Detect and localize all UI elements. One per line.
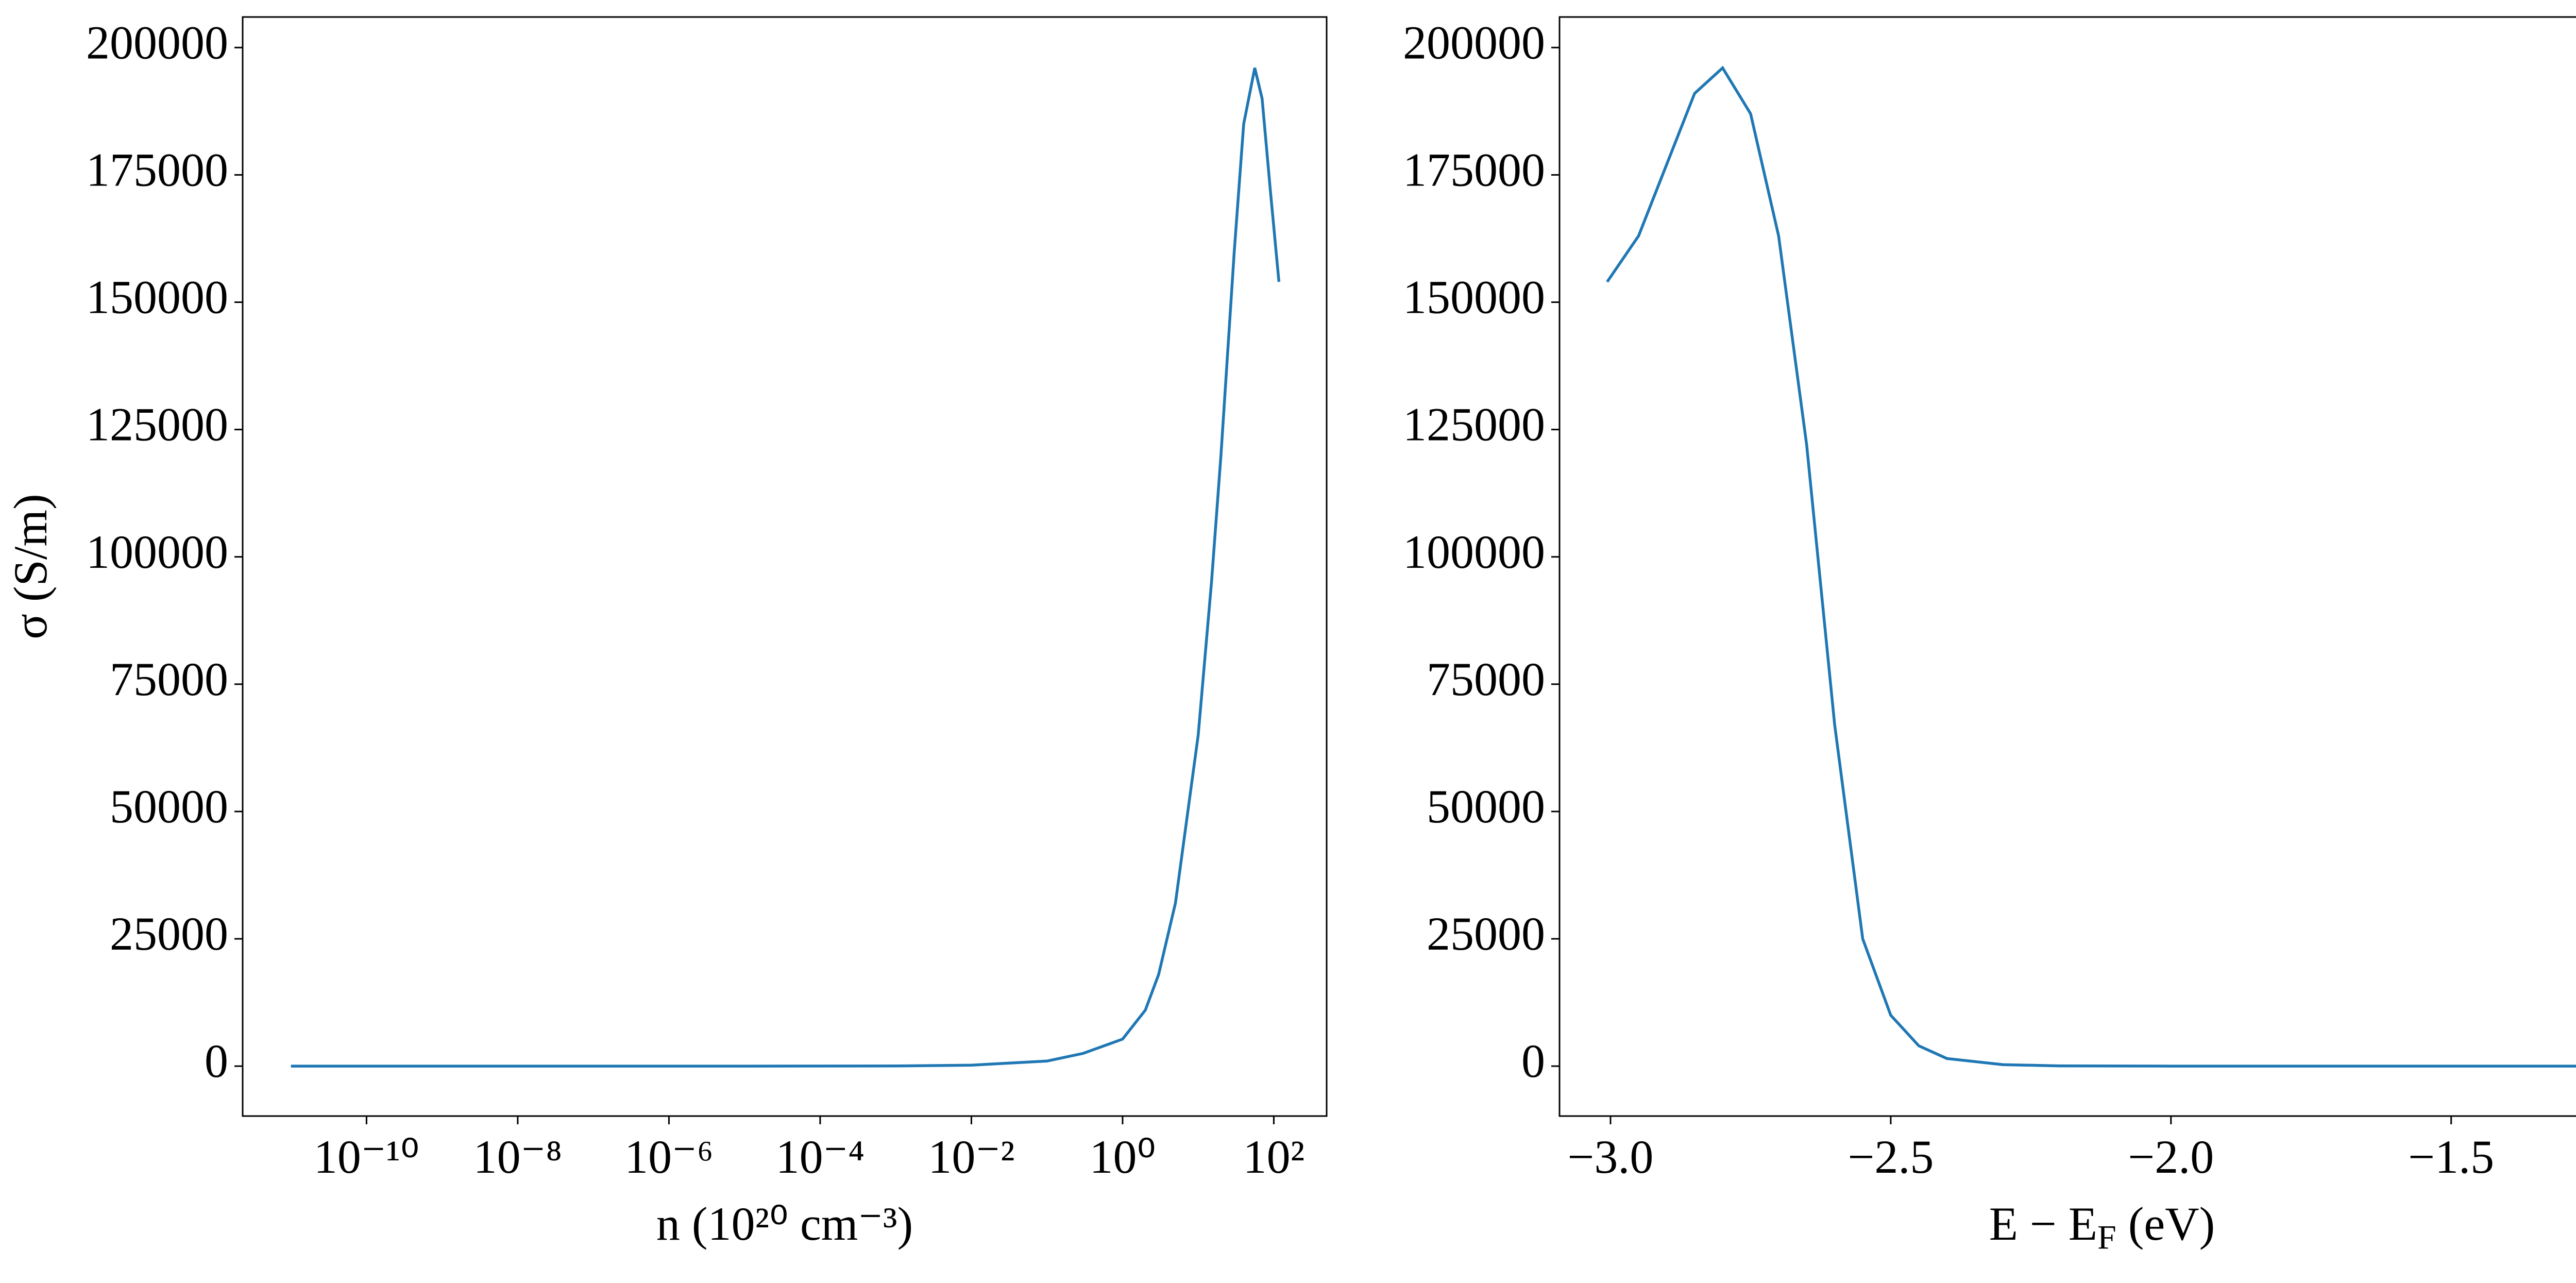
x-tick-label: 10⁻⁶ xyxy=(624,1130,714,1183)
x-axis-label-part: F xyxy=(2097,1219,2116,1256)
y-tick-label: 75000 xyxy=(1427,653,1545,705)
x-tick-label: 10⁻² xyxy=(928,1130,1014,1183)
y-tick-label: 125000 xyxy=(86,398,228,451)
x-tick-label: −3.0 xyxy=(1568,1130,1654,1183)
y-tick-label: 150000 xyxy=(86,271,228,324)
y-tick-label: 0 xyxy=(205,1035,228,1087)
y-tick-label: 50000 xyxy=(1427,780,1545,833)
y-axis-label: σ (S/m) xyxy=(4,494,57,639)
x-tick-label: 10⁰ xyxy=(1089,1130,1156,1183)
y-tick-label: 150000 xyxy=(1403,271,1545,324)
x-tick-label: 10⁻⁴ xyxy=(776,1130,865,1183)
x-tick-label: 10⁻⁸ xyxy=(473,1130,563,1183)
y-tick-label: 100000 xyxy=(86,526,228,578)
x-tick-label: −2.5 xyxy=(1848,1130,1934,1183)
y-tick-label: 125000 xyxy=(1403,398,1545,451)
y-tick-label: 100000 xyxy=(1403,526,1545,578)
y-tick-label: 175000 xyxy=(86,144,228,196)
x-axis-label: E − EF (eV) xyxy=(1989,1197,2215,1256)
plot: 0 25000 50000 75000 100000 125000 150000 175000… xyxy=(1403,16,2576,1256)
data-line xyxy=(291,67,1281,1068)
y-tick-label: 0 xyxy=(1521,1035,1545,1087)
x-tick-label: −1.5 xyxy=(2408,1130,2494,1183)
axes-frame xyxy=(242,16,1328,1117)
x-tick-label: 10² xyxy=(1243,1130,1305,1183)
y-tick-label: 50000 xyxy=(110,780,228,833)
plot: 0 25000 50000 75000 100000 125000 150000 175000… xyxy=(4,16,1328,1250)
x-axis-label-part: (eV) xyxy=(2116,1197,2215,1250)
y-tick-label: 200000 xyxy=(86,16,228,69)
data-line xyxy=(1606,65,2576,1068)
x-tick-label: −2.0 xyxy=(2128,1130,2214,1183)
y-tick-label: 25000 xyxy=(1427,907,1545,960)
y-tick-label: 75000 xyxy=(110,653,228,705)
x-axis-label-part: E − E xyxy=(1989,1197,2097,1250)
x-axis-label: n (10²⁰ cm⁻³) xyxy=(656,1197,913,1250)
x-tick-label: 10⁻¹⁰ xyxy=(314,1130,419,1183)
y-tick-label: 175000 xyxy=(1403,144,1545,196)
axes-frame xyxy=(1558,16,2576,1117)
y-tick-label: 25000 xyxy=(110,907,228,960)
y-tick-label: 200000 xyxy=(1403,16,1545,69)
